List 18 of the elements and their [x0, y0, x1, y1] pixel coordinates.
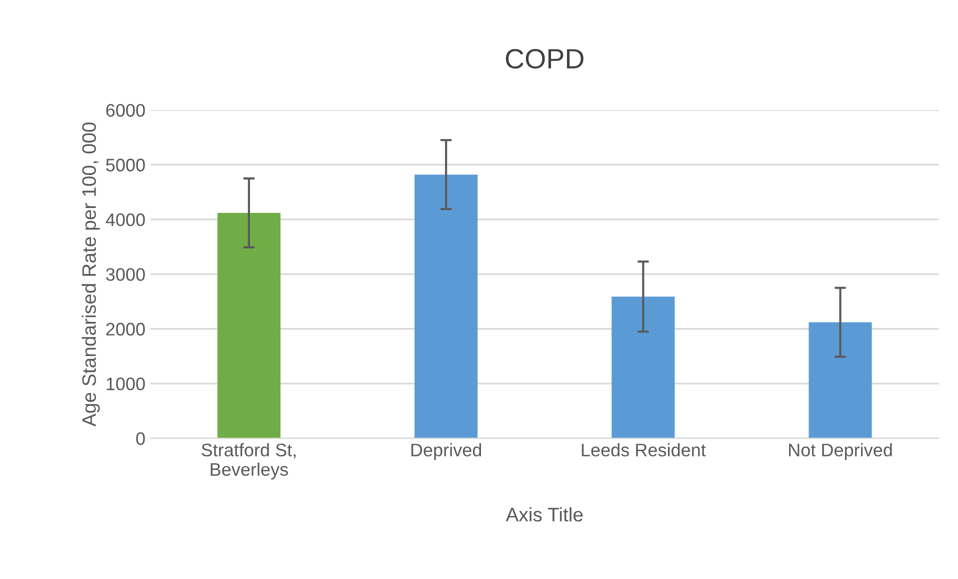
x-tick-label: Deprived	[411, 443, 482, 460]
bar	[808, 322, 872, 438]
x-tick-label: Stratford St, Beverleys	[202, 443, 296, 480]
y-tick-label: 2000	[106, 322, 145, 336]
x-tick-label: Not Deprived	[789, 443, 892, 460]
y-tick-label: 4000	[106, 213, 145, 226]
x-tick-label: Leeds Resident	[582, 443, 706, 456]
y-tick-label: 3000	[106, 268, 145, 281]
bar	[612, 296, 675, 438]
y-tick-label: 1000	[106, 378, 145, 390]
y-tick-label: 6000	[106, 104, 145, 117]
y-tick-label: 0	[136, 432, 145, 446]
y-axis-title: Age Standarised Rate per 100, 000	[82, 122, 100, 427]
y-tick-label: 5000	[106, 158, 145, 172]
bar	[217, 212, 280, 438]
bar	[414, 174, 478, 438]
x-axis-title: Axis Title	[506, 507, 583, 522]
chart-title: COPD	[506, 48, 584, 69]
